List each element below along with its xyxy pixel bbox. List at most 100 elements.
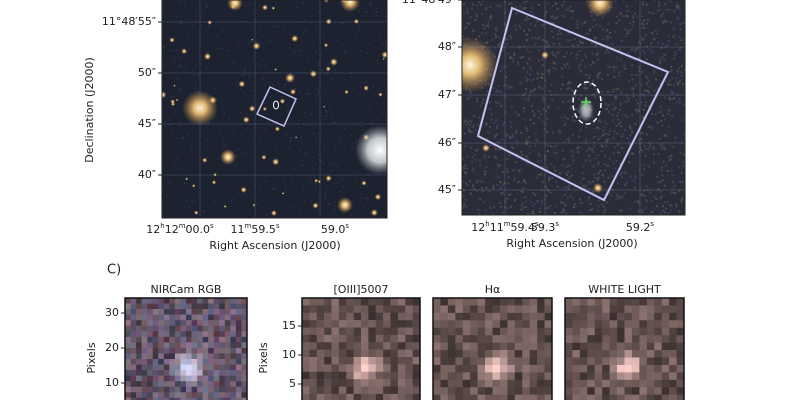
pixel xyxy=(624,320,633,329)
noise xyxy=(252,98,254,101)
pixel xyxy=(197,320,203,327)
pixel xyxy=(208,359,215,365)
noise xyxy=(550,30,554,33)
pixel xyxy=(514,357,523,366)
noise xyxy=(466,121,470,124)
pixel xyxy=(537,342,545,351)
noise xyxy=(662,52,666,56)
noise xyxy=(475,4,479,7)
noise xyxy=(522,107,526,110)
noise xyxy=(204,28,207,30)
noise xyxy=(316,132,319,135)
pixel xyxy=(669,312,677,321)
noise xyxy=(375,15,378,17)
pixel xyxy=(405,327,413,336)
noise xyxy=(189,10,192,13)
noise xyxy=(670,169,673,173)
noise xyxy=(588,74,591,77)
pixel xyxy=(241,303,248,310)
noise xyxy=(266,121,269,123)
pixel xyxy=(302,342,310,350)
pixel xyxy=(174,353,181,360)
pixel xyxy=(197,298,203,304)
noise xyxy=(384,91,387,93)
noise xyxy=(475,97,479,100)
noise xyxy=(226,50,229,53)
source xyxy=(169,37,175,43)
pixel xyxy=(361,386,369,395)
pixel xyxy=(202,370,209,376)
noise xyxy=(585,56,588,59)
pixel xyxy=(669,357,677,366)
noise xyxy=(641,3,645,6)
noise xyxy=(490,113,494,116)
noise xyxy=(644,100,648,104)
noise xyxy=(500,138,504,141)
pixel xyxy=(676,387,685,395)
pixel xyxy=(383,393,391,400)
noise xyxy=(534,24,537,27)
noise xyxy=(594,44,597,48)
noise xyxy=(510,105,513,108)
pixel xyxy=(368,334,377,343)
noise xyxy=(594,37,597,40)
pixel xyxy=(147,353,154,360)
noise xyxy=(497,35,500,38)
noise xyxy=(312,133,315,136)
pixel xyxy=(631,350,640,358)
noise xyxy=(487,25,490,28)
noise xyxy=(577,65,580,69)
pixel xyxy=(499,335,508,343)
noise xyxy=(497,91,500,94)
pixel xyxy=(375,327,384,336)
noise xyxy=(323,118,326,120)
noise xyxy=(571,133,574,137)
noise xyxy=(644,104,647,107)
noise xyxy=(261,35,264,38)
noise xyxy=(302,122,305,125)
noise xyxy=(465,10,469,13)
pixel xyxy=(230,342,237,349)
pixel xyxy=(676,298,685,306)
pixel xyxy=(499,379,508,388)
pixel xyxy=(353,379,362,387)
pixel xyxy=(477,327,486,336)
noise xyxy=(660,14,663,18)
pixel xyxy=(529,364,538,373)
noise xyxy=(635,98,638,102)
pixel xyxy=(136,347,142,354)
noise xyxy=(606,49,609,52)
noise xyxy=(162,0,164,3)
noise xyxy=(682,42,685,45)
pixel xyxy=(235,336,242,343)
pixel xyxy=(169,309,176,315)
pixel xyxy=(609,335,618,343)
pixel xyxy=(213,375,220,382)
noise xyxy=(629,175,632,178)
pixel xyxy=(197,331,203,338)
pixel xyxy=(594,357,603,366)
noise xyxy=(569,5,573,8)
noise xyxy=(339,143,341,145)
noise xyxy=(601,38,604,41)
pixel xyxy=(163,381,170,388)
noise xyxy=(288,140,291,143)
pixel xyxy=(631,364,640,373)
pixel xyxy=(462,320,471,329)
noise xyxy=(673,191,677,195)
pixel xyxy=(390,379,399,387)
noise xyxy=(321,130,323,133)
noise xyxy=(498,180,502,184)
noise xyxy=(678,48,681,52)
noise xyxy=(480,186,484,190)
pixel xyxy=(219,359,226,365)
noise xyxy=(590,148,594,151)
noise xyxy=(587,187,591,191)
noise xyxy=(368,108,370,110)
noise xyxy=(634,108,637,112)
pixel xyxy=(224,342,231,349)
noise xyxy=(221,108,224,111)
noise xyxy=(264,64,267,66)
noise xyxy=(666,43,669,47)
pixel xyxy=(130,325,137,332)
